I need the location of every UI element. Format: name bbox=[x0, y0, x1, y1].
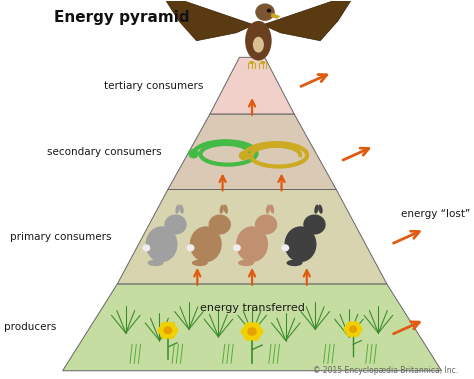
Circle shape bbox=[347, 330, 355, 337]
Polygon shape bbox=[63, 284, 441, 371]
Ellipse shape bbox=[146, 226, 178, 262]
Ellipse shape bbox=[270, 205, 274, 214]
Polygon shape bbox=[263, 0, 356, 41]
Ellipse shape bbox=[260, 61, 265, 64]
Text: energy “lost”: energy “lost” bbox=[401, 209, 470, 219]
Circle shape bbox=[187, 244, 194, 251]
Polygon shape bbox=[118, 190, 387, 284]
Circle shape bbox=[241, 327, 251, 335]
Polygon shape bbox=[168, 114, 336, 190]
Circle shape bbox=[251, 323, 260, 331]
Circle shape bbox=[344, 326, 352, 333]
Ellipse shape bbox=[179, 205, 184, 214]
Circle shape bbox=[161, 322, 169, 330]
Ellipse shape bbox=[190, 226, 222, 262]
Circle shape bbox=[248, 328, 256, 335]
Circle shape bbox=[239, 151, 249, 160]
Circle shape bbox=[303, 215, 326, 235]
Circle shape bbox=[142, 244, 150, 251]
Ellipse shape bbox=[175, 205, 180, 214]
Ellipse shape bbox=[286, 260, 302, 266]
Circle shape bbox=[352, 322, 359, 329]
Circle shape bbox=[352, 330, 359, 337]
Circle shape bbox=[347, 322, 355, 329]
Ellipse shape bbox=[245, 21, 272, 61]
Circle shape bbox=[355, 326, 362, 333]
Circle shape bbox=[188, 149, 199, 158]
Ellipse shape bbox=[266, 205, 270, 214]
Circle shape bbox=[169, 327, 178, 334]
Text: energy transferred: energy transferred bbox=[200, 303, 304, 313]
Text: producers: producers bbox=[4, 322, 56, 332]
Ellipse shape bbox=[319, 205, 323, 214]
Circle shape bbox=[161, 331, 169, 338]
Circle shape bbox=[158, 327, 166, 334]
Ellipse shape bbox=[253, 37, 264, 53]
Circle shape bbox=[254, 327, 263, 335]
Circle shape bbox=[209, 215, 231, 235]
Text: tertiary consumers: tertiary consumers bbox=[104, 81, 204, 91]
Polygon shape bbox=[271, 13, 281, 19]
Circle shape bbox=[281, 244, 289, 251]
Circle shape bbox=[166, 331, 175, 338]
Text: Energy pyramid: Energy pyramid bbox=[54, 10, 190, 25]
Text: © 2015 Encyclopædia Britannica, Inc.: © 2015 Encyclopædia Britannica, Inc. bbox=[313, 365, 458, 374]
Circle shape bbox=[233, 244, 241, 251]
Ellipse shape bbox=[147, 260, 164, 266]
Polygon shape bbox=[161, 0, 254, 41]
Ellipse shape bbox=[238, 260, 254, 266]
Circle shape bbox=[164, 215, 187, 235]
Ellipse shape bbox=[236, 226, 268, 262]
Polygon shape bbox=[210, 57, 294, 114]
Circle shape bbox=[166, 322, 175, 330]
Circle shape bbox=[245, 332, 254, 340]
Ellipse shape bbox=[192, 260, 208, 266]
Ellipse shape bbox=[249, 61, 255, 64]
Circle shape bbox=[350, 326, 356, 332]
Ellipse shape bbox=[314, 205, 319, 214]
Circle shape bbox=[245, 323, 254, 331]
Circle shape bbox=[267, 9, 271, 13]
Ellipse shape bbox=[219, 205, 224, 214]
Circle shape bbox=[255, 215, 277, 235]
Text: secondary consumers: secondary consumers bbox=[47, 147, 162, 157]
Circle shape bbox=[251, 332, 260, 340]
Circle shape bbox=[255, 3, 275, 21]
Text: primary consumers: primary consumers bbox=[9, 232, 111, 242]
Ellipse shape bbox=[224, 205, 228, 214]
Circle shape bbox=[164, 327, 172, 334]
Ellipse shape bbox=[284, 226, 317, 262]
